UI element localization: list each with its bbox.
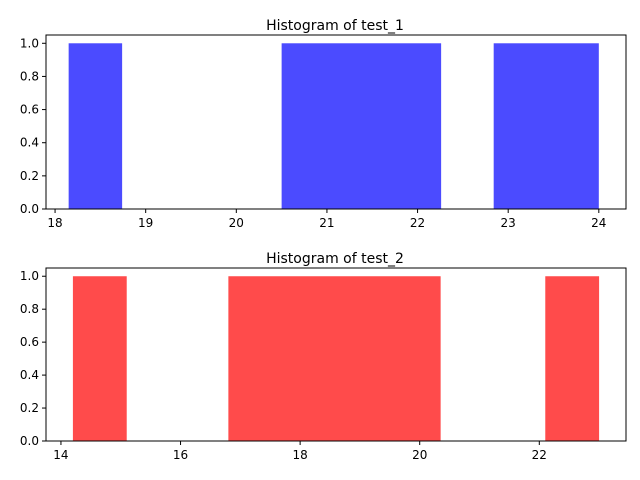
y-tick-label: 0.6 (20, 103, 39, 117)
x-tick-label: 14 (53, 448, 68, 462)
y-tick-label: 0.2 (20, 401, 39, 415)
y-tick-label: 0.8 (20, 302, 39, 316)
x-tick-label: 21 (319, 216, 334, 230)
x-tick-label: 18 (292, 448, 307, 462)
y-tick-label: 0.0 (20, 434, 39, 448)
x-tick-label: 23 (501, 216, 516, 230)
x-tick-label: 20 (229, 216, 244, 230)
histogram-bar (72, 276, 127, 441)
histogram-bar (545, 276, 600, 441)
x-tick-label: 24 (591, 216, 606, 230)
histogram-bar (493, 43, 599, 210)
y-tick-label: 1.0 (20, 36, 39, 50)
axes-frame (45, 34, 627, 210)
chart-title: Histogram of test_1 (266, 18, 404, 34)
y-tick-label: 1.0 (20, 269, 39, 283)
histogram-bar (68, 43, 123, 210)
x-tick-label: 18 (47, 216, 62, 230)
histogram-bar (228, 276, 441, 441)
y-tick-label: 0.2 (20, 169, 39, 183)
histogram-bar (281, 43, 442, 210)
y-tick-label: 0.8 (20, 69, 39, 83)
x-tick-label: 19 (138, 216, 153, 230)
x-tick-label: 16 (173, 448, 188, 462)
chart-title: Histogram of test_2 (266, 251, 404, 267)
x-tick-label: 22 (532, 448, 547, 462)
x-tick-label: 22 (410, 216, 425, 230)
axes-frame (45, 267, 627, 442)
histogram-panel-test-2: Histogram of test_2 14 16 18 20 22 0.0 0.2 0.4 0… (20, 251, 627, 462)
y-tick-label: 0.0 (20, 202, 39, 216)
y-tick-label: 0.4 (20, 368, 39, 382)
histogram-panel-test-1: Histogram of test_1 18 19 20 21 22 23 24 0.0 0.2… (20, 18, 627, 230)
y-tick-label: 0.6 (20, 335, 39, 349)
x-tick-label: 20 (412, 448, 427, 462)
y-tick-label: 0.4 (20, 136, 39, 150)
